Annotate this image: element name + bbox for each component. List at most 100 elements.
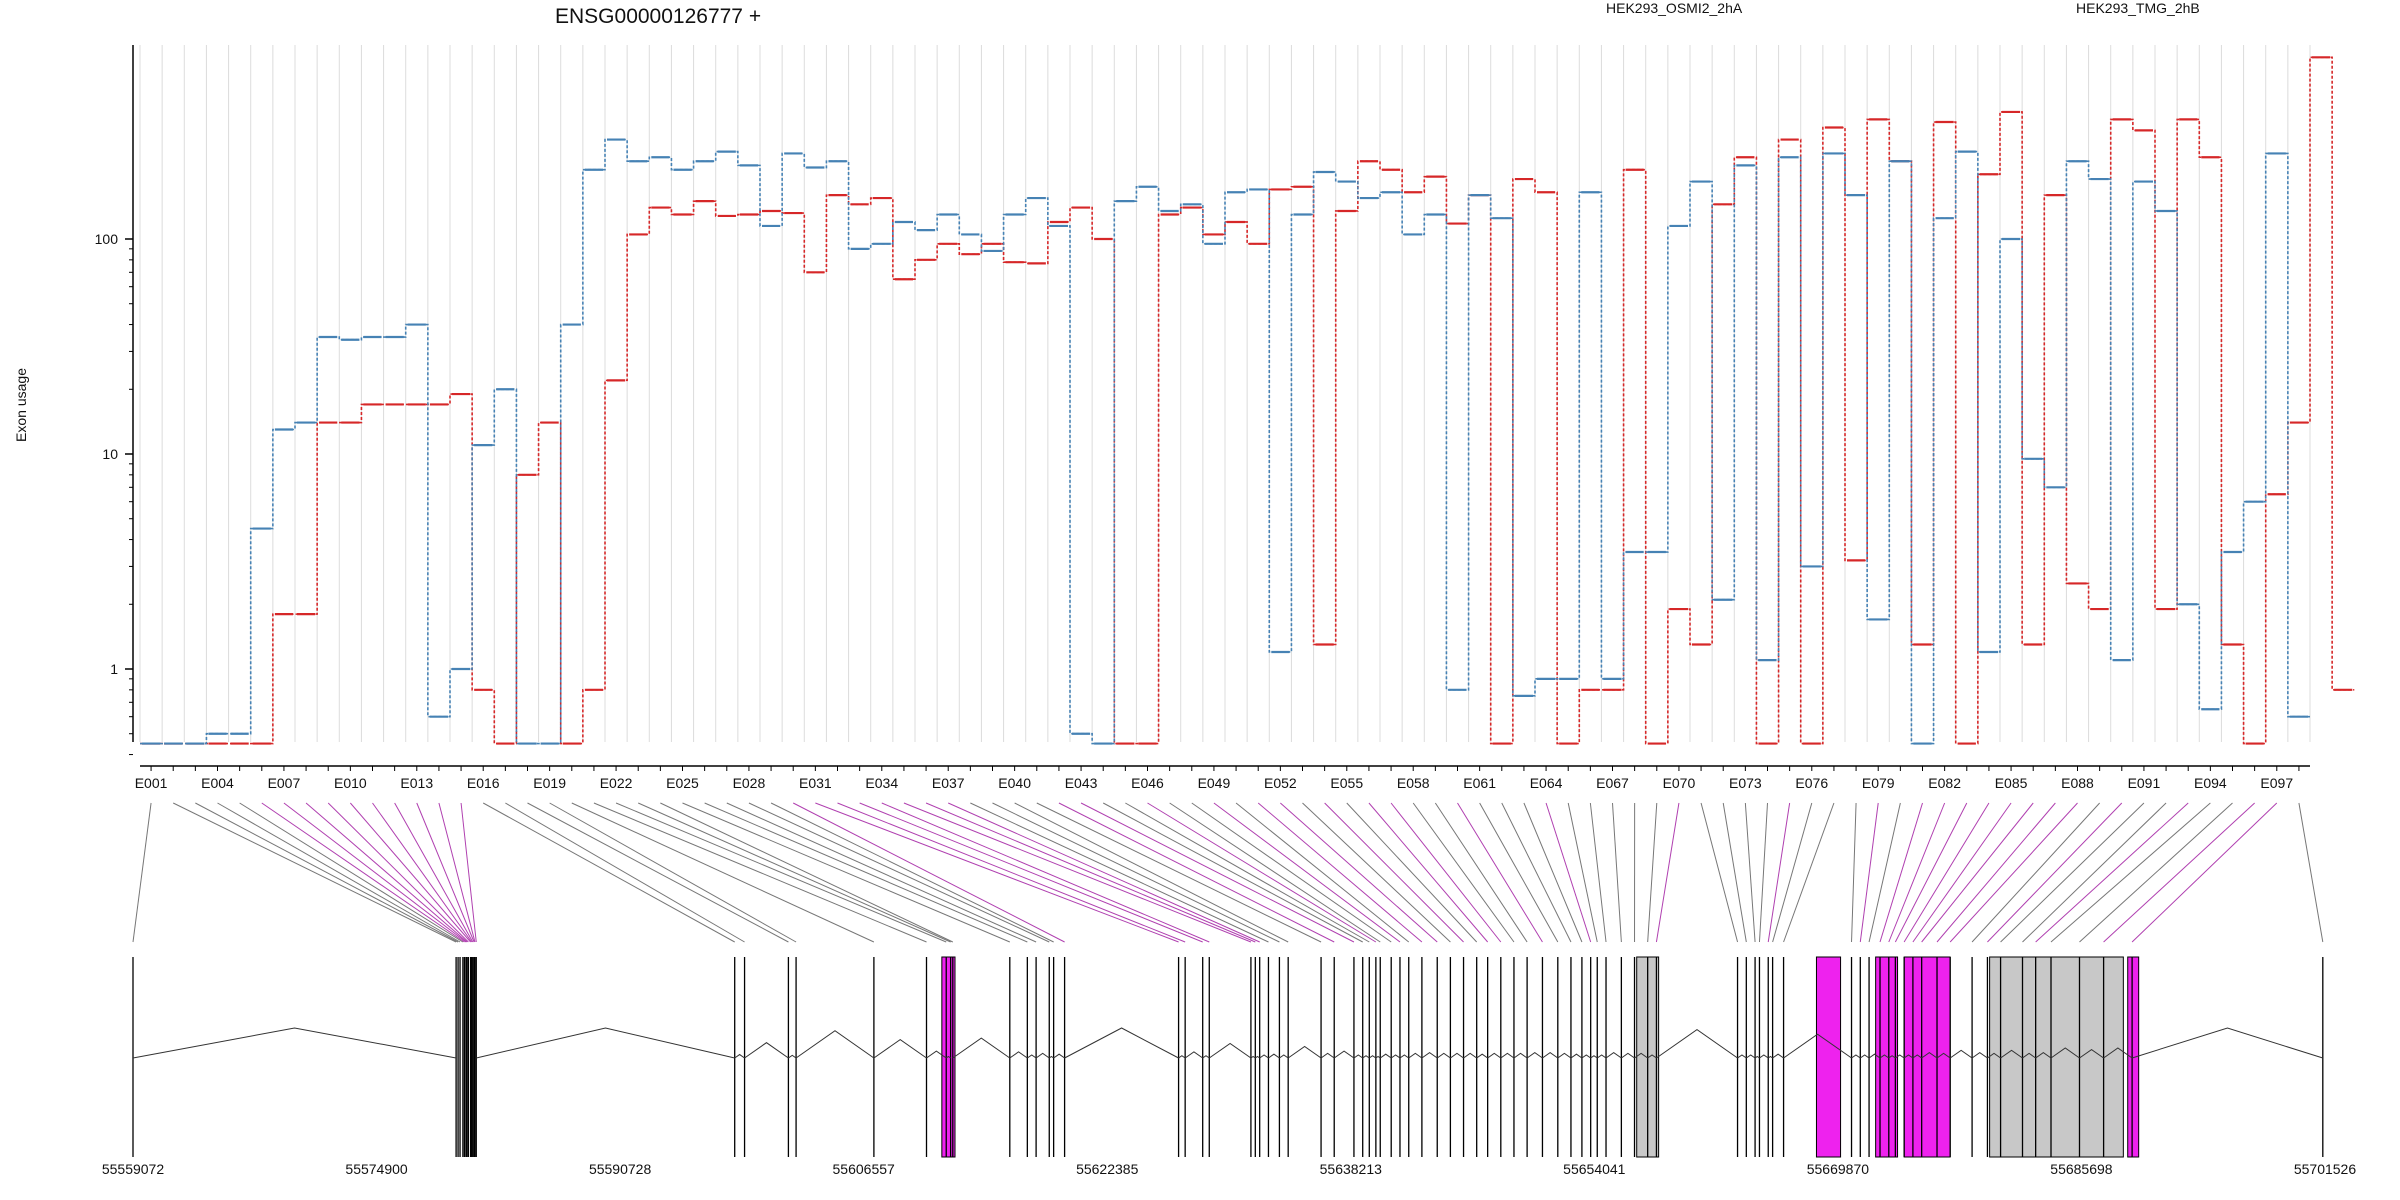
exon-connector [1921,802,2034,943]
exon-connector [593,802,927,943]
x-tick-label: E007 [268,775,301,791]
exon-connector [1859,802,1879,943]
exon-connector [1125,802,1370,943]
x-tick-label: E070 [1663,775,1696,791]
intron-line [1987,1052,2001,1059]
intron-line [132,1027,457,1059]
exon-connector [195,802,459,943]
exon-connector [505,802,745,943]
exon-connector [1545,802,1592,943]
intron-line [1912,1054,1922,1059]
exon-connector [1014,802,1289,943]
exon-connector [903,802,1252,943]
intron-line [1053,1053,1065,1059]
intron-line [1783,1033,1852,1059]
intron-line [1500,1052,1515,1059]
exon-connector [1767,802,1791,943]
intron-line [926,1050,947,1059]
x-axis: E001 E004 E007 E010 E013 E016 E019 E022 E025 E028… [135,765,2310,791]
x-tick-label: E004 [201,775,234,791]
intron-line [744,1042,789,1059]
exon-connector [1390,802,1502,943]
exon-connector [1949,802,2078,943]
intron-line [1888,1055,1896,1059]
exon-connector [438,802,476,943]
exon-connector [1744,802,1756,943]
x-tick-label: E091 [2128,775,2161,791]
intron-line [1895,1054,1905,1059]
y-tick-label: 10 [102,446,118,462]
exon-connector [726,802,1037,943]
x-tick-label: E088 [2061,775,2094,791]
y-tick-label: 1 [110,661,118,677]
x-tick-label: E025 [666,775,699,791]
x-tick-label: E094 [2194,775,2227,791]
intron-line [1027,1054,1037,1059]
exon-connector [748,802,1050,943]
intron-line [1557,1052,1572,1059]
intron-line [1868,1053,1881,1059]
exon-connector [1368,802,1489,943]
x-tick-label: E046 [1131,775,1164,791]
exon-connector [970,802,1269,943]
exon-connector [1235,802,1410,943]
intron-line [1903,1054,1914,1059]
x-tick-label: E031 [799,775,832,791]
exon-connector [1523,802,1583,943]
exon-connector [2022,802,2167,943]
exon-connector [1700,802,1739,943]
intron-line [1851,1054,1861,1059]
intron-line [1450,1052,1464,1059]
intron-line [788,1054,797,1059]
exon-connector [1894,802,1968,943]
exon-connector [2000,802,2145,943]
exon-connector [132,802,152,943]
intron-line [1048,1055,1054,1059]
intron-line [1463,1052,1477,1059]
intron-line [1333,1050,1355,1059]
legend-entry-tmg: HEK293_TMG_2hB [2076,0,2200,16]
intron-line [1202,1055,1210,1059]
exon-connector [1971,802,2101,943]
exon-connector [2298,802,2324,943]
x-tick-label: E022 [600,775,633,791]
exon-connector [239,802,464,943]
exon-connector [638,802,951,943]
x-tick-label: E040 [998,775,1031,791]
x-tick-label: E064 [1530,775,1563,791]
series-lines [140,56,2355,745]
intron-line [1581,1054,1591,1059]
exon-connector [460,802,477,943]
legend-entry-osmi2: HEK293_OSMI2_2hA [1606,0,1743,16]
exon-connector [1479,802,1559,943]
intron-line [1399,1054,1410,1059]
intron-line [795,1030,875,1059]
coordinate-label: 55559072 [102,1161,165,1177]
x-tick-label: E019 [533,775,566,791]
intron-line [1287,1045,1322,1059]
intron-line [1035,1052,1050,1059]
x-tick-label: E067 [1596,775,1629,791]
intron-line [1487,1052,1502,1059]
exon-connector [770,802,1054,943]
exon-connector [571,802,875,943]
y-tick-label: 100 [95,231,119,247]
intron-line [1279,1054,1289,1059]
intron-line [1656,1029,1738,1059]
intron-line [1421,1052,1438,1059]
x-tick-label: E043 [1065,775,1098,791]
exon-connector [948,802,1260,943]
exon-connector [1058,802,1335,943]
intron-line [2079,1048,2104,1059]
intron-line [1379,1053,1392,1059]
intron-line [1009,1051,1028,1059]
exon-connector [1783,802,1835,943]
x-tick-label: E037 [932,775,965,791]
intron-line [1369,1055,1377,1059]
exon-connector [1912,802,2012,943]
exon-connector [837,802,1186,943]
coordinate-label: 55590728 [589,1161,652,1177]
exon-connector [2079,802,2233,943]
exon-connector [1567,802,1598,943]
